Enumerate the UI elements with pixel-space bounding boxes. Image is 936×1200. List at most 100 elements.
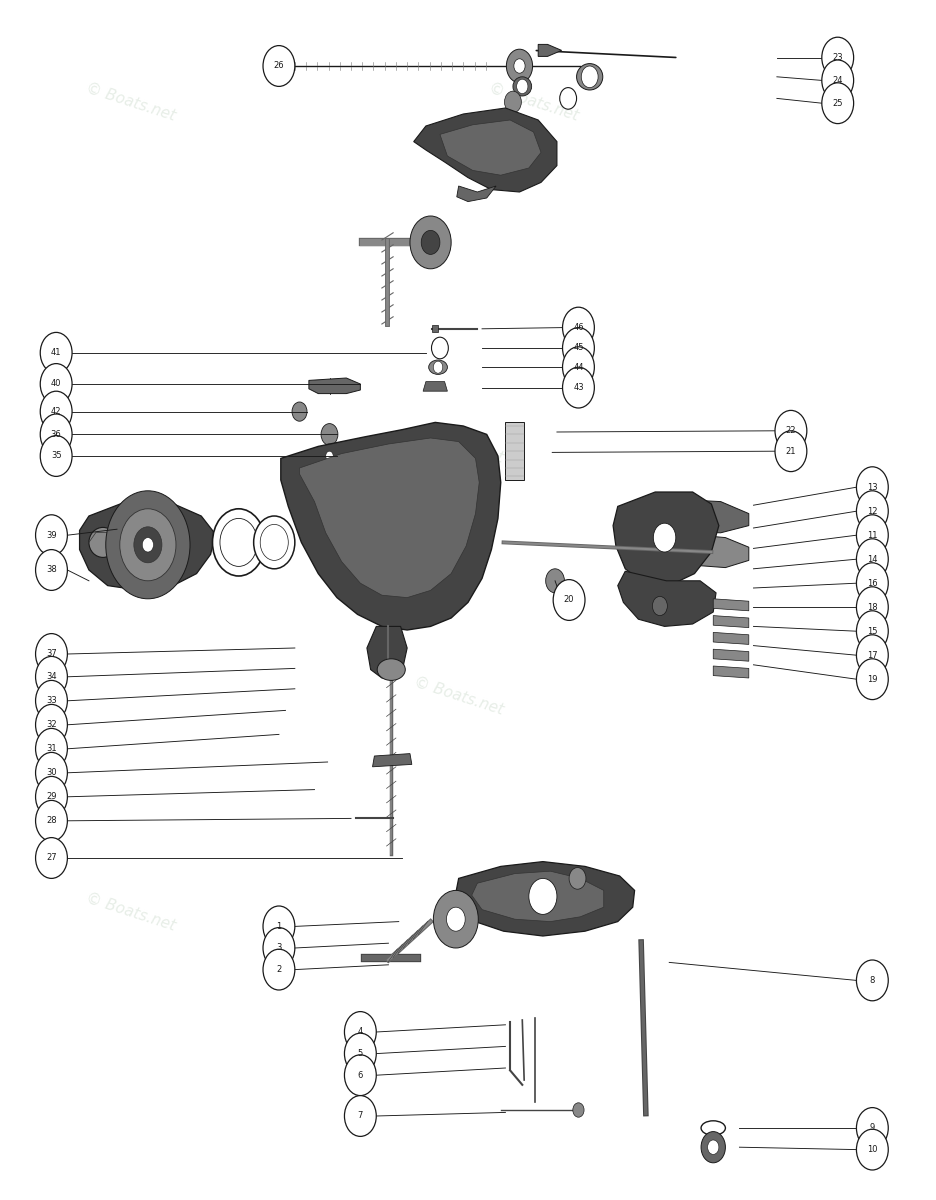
Circle shape xyxy=(652,596,667,616)
Circle shape xyxy=(263,928,295,968)
Polygon shape xyxy=(651,498,749,533)
Text: 6: 6 xyxy=(358,1070,363,1080)
Text: 30: 30 xyxy=(46,768,57,778)
Circle shape xyxy=(344,1096,376,1136)
Ellipse shape xyxy=(429,360,447,374)
Polygon shape xyxy=(440,120,541,175)
Circle shape xyxy=(775,410,807,451)
Circle shape xyxy=(326,451,333,461)
Circle shape xyxy=(212,509,265,576)
Circle shape xyxy=(36,656,67,697)
Text: 45: 45 xyxy=(573,343,584,353)
Text: 35: 35 xyxy=(51,451,62,461)
Text: 26: 26 xyxy=(273,61,285,71)
Circle shape xyxy=(260,524,288,560)
Polygon shape xyxy=(300,438,479,598)
Polygon shape xyxy=(618,571,716,626)
Text: 2: 2 xyxy=(276,965,282,974)
Polygon shape xyxy=(713,649,749,661)
Circle shape xyxy=(40,364,72,404)
Circle shape xyxy=(36,634,67,674)
Text: 31: 31 xyxy=(46,744,57,754)
Circle shape xyxy=(701,1132,725,1163)
Circle shape xyxy=(36,752,67,793)
Polygon shape xyxy=(457,186,496,202)
Text: 29: 29 xyxy=(46,792,57,802)
Circle shape xyxy=(36,776,67,817)
Text: 15: 15 xyxy=(867,626,878,636)
Circle shape xyxy=(320,444,339,468)
Circle shape xyxy=(569,868,586,889)
Text: 9: 9 xyxy=(870,1123,875,1133)
Circle shape xyxy=(856,539,888,580)
Circle shape xyxy=(505,91,521,113)
Circle shape xyxy=(433,890,478,948)
Circle shape xyxy=(856,1108,888,1148)
Text: 11: 11 xyxy=(867,530,878,540)
Circle shape xyxy=(553,580,585,620)
Circle shape xyxy=(856,659,888,700)
Text: 44: 44 xyxy=(573,362,584,372)
Text: © Boats.net: © Boats.net xyxy=(84,80,178,124)
Circle shape xyxy=(856,563,888,604)
Text: 24: 24 xyxy=(832,76,843,85)
Text: 17: 17 xyxy=(867,650,878,660)
Circle shape xyxy=(142,538,154,552)
Circle shape xyxy=(581,66,598,88)
Circle shape xyxy=(856,515,888,556)
Polygon shape xyxy=(646,530,749,568)
Circle shape xyxy=(775,431,807,472)
Circle shape xyxy=(344,1033,376,1074)
Polygon shape xyxy=(713,666,749,678)
Circle shape xyxy=(40,332,72,373)
Text: 25: 25 xyxy=(832,98,843,108)
Polygon shape xyxy=(454,862,635,936)
Circle shape xyxy=(856,611,888,652)
Circle shape xyxy=(36,838,67,878)
Circle shape xyxy=(653,523,676,552)
Circle shape xyxy=(546,569,564,593)
Circle shape xyxy=(529,878,557,914)
Text: 5: 5 xyxy=(358,1049,363,1058)
Circle shape xyxy=(822,83,854,124)
Text: © Boats.net: © Boats.net xyxy=(84,890,178,934)
Circle shape xyxy=(36,704,67,745)
Circle shape xyxy=(856,960,888,1001)
Circle shape xyxy=(506,49,533,83)
Circle shape xyxy=(36,680,67,721)
Circle shape xyxy=(292,402,307,421)
Circle shape xyxy=(421,230,440,254)
Text: 19: 19 xyxy=(867,674,878,684)
Text: 8: 8 xyxy=(870,976,875,985)
Circle shape xyxy=(433,361,443,373)
Polygon shape xyxy=(373,754,412,767)
Circle shape xyxy=(40,391,72,432)
Text: 42: 42 xyxy=(51,407,62,416)
Circle shape xyxy=(106,491,190,599)
Circle shape xyxy=(446,907,465,931)
Circle shape xyxy=(220,518,257,566)
Circle shape xyxy=(263,949,295,990)
Text: 33: 33 xyxy=(46,696,57,706)
Circle shape xyxy=(560,88,577,109)
Circle shape xyxy=(410,216,451,269)
Polygon shape xyxy=(472,871,604,922)
Circle shape xyxy=(263,46,295,86)
Text: © Boats.net: © Boats.net xyxy=(412,674,505,718)
Text: 4: 4 xyxy=(358,1027,363,1037)
Circle shape xyxy=(563,367,594,408)
Text: 3: 3 xyxy=(276,943,282,953)
Circle shape xyxy=(344,1055,376,1096)
Polygon shape xyxy=(432,325,438,332)
Circle shape xyxy=(40,414,72,455)
Circle shape xyxy=(36,515,67,556)
Text: 12: 12 xyxy=(867,506,878,516)
Text: 39: 39 xyxy=(46,530,57,540)
Polygon shape xyxy=(80,502,215,590)
Polygon shape xyxy=(281,422,501,630)
Text: 34: 34 xyxy=(46,672,57,682)
Text: 37: 37 xyxy=(46,649,57,659)
Text: © Boats.net: © Boats.net xyxy=(487,80,580,124)
Text: 1: 1 xyxy=(276,922,282,931)
Text: 13: 13 xyxy=(867,482,878,492)
